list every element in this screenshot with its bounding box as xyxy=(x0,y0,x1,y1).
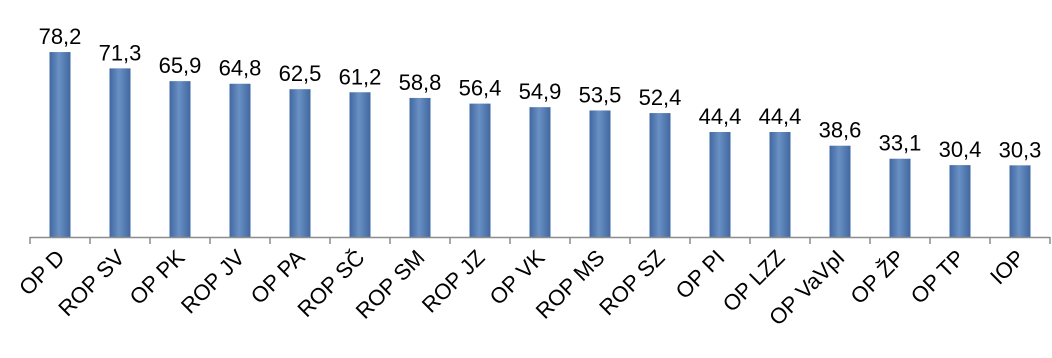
bar-rop-sč xyxy=(350,92,371,237)
bar-rop-ms xyxy=(590,110,611,237)
data-label: 65,9 xyxy=(159,53,202,78)
category-label: OP D xyxy=(14,245,69,300)
bar-rop-sz xyxy=(650,113,671,237)
bar-op-vk xyxy=(530,107,551,237)
data-label: 53,5 xyxy=(579,82,622,107)
data-label: 33,1 xyxy=(879,131,922,156)
bar-op-vavpi xyxy=(830,146,851,237)
bar-rop-jz xyxy=(470,104,491,237)
data-label: 54,9 xyxy=(519,79,562,104)
bar-op-tp xyxy=(950,165,971,237)
category-label: ROP JV xyxy=(176,245,250,319)
x-axis xyxy=(30,237,1050,244)
data-label: 71,3 xyxy=(99,40,142,65)
data-label: 62,5 xyxy=(279,61,322,86)
data-label: 44,4 xyxy=(759,104,802,129)
bar-op-pi xyxy=(710,132,731,237)
data-label: 38,6 xyxy=(819,118,862,143)
category-label: IOP xyxy=(985,245,1029,289)
bar-rop-jv xyxy=(230,84,251,237)
bar-op-pk xyxy=(170,81,191,237)
bar-op-d xyxy=(50,52,71,237)
data-label: 52,4 xyxy=(639,85,682,110)
category-label: ROP SV xyxy=(53,245,129,321)
data-label: 78,2 xyxy=(39,24,82,49)
bar-rop-sv xyxy=(110,68,131,237)
data-label: 58,8 xyxy=(399,70,442,95)
bar-op-žp xyxy=(890,159,911,237)
category-label: ROP JZ xyxy=(417,245,490,318)
bar-op-pa xyxy=(290,89,311,237)
data-label: 61,2 xyxy=(339,64,382,89)
bar-iop xyxy=(1010,165,1031,237)
data-label: 56,4 xyxy=(459,76,502,101)
category-label: OP TP xyxy=(906,245,970,309)
bar-op-lzz xyxy=(770,132,791,237)
bar-rop-sm xyxy=(410,98,431,237)
category-label: OP ŽP xyxy=(845,245,909,309)
data-label: 64,8 xyxy=(219,56,262,81)
category-label: ROP SZ xyxy=(594,245,669,320)
data-label: 30,4 xyxy=(939,137,982,162)
data-label: 30,3 xyxy=(999,137,1042,162)
data-label: 44,4 xyxy=(699,104,742,129)
